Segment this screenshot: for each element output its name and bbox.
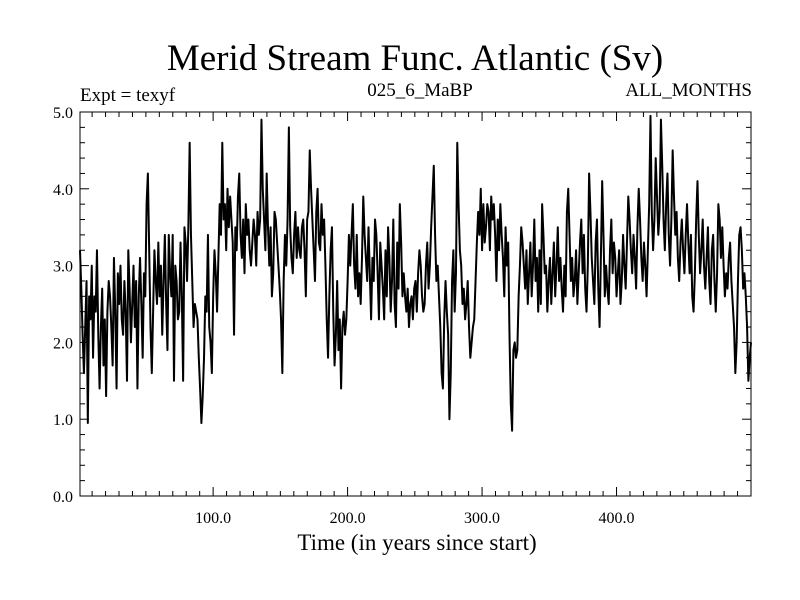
x-tick-label: 200.0	[330, 510, 366, 527]
x-tick-label: 300.0	[464, 510, 500, 527]
y-tick-label: 2.0	[53, 335, 73, 352]
y-tick-label: 4.0	[53, 182, 73, 199]
y-tick-label: 5.0	[53, 105, 73, 122]
series-line	[79, 114, 752, 432]
x-tick-label: 400.0	[599, 510, 635, 527]
experiment-label: Expt = texyf	[80, 85, 176, 106]
time-period-label: 025_6_MaBP	[367, 80, 473, 101]
axis-tick-labels: 100.0 200.0 300.0 400.0 0.0 1.0 2.0 3.0 4.0 5.0	[53, 105, 635, 527]
chart-title: Merid Stream Func. Atlantic (Sv)	[167, 38, 663, 79]
months-label: ALL_MONTHS	[625, 80, 752, 101]
x-axis-label: Time (in years since start)	[297, 530, 536, 555]
x-tick-label: 100.0	[195, 510, 231, 527]
y-tick-label: 1.0	[53, 412, 73, 429]
y-tick-label: 3.0	[53, 259, 73, 276]
y-tick-label: 0.0	[53, 489, 73, 506]
plot-frame	[79, 111, 752, 497]
